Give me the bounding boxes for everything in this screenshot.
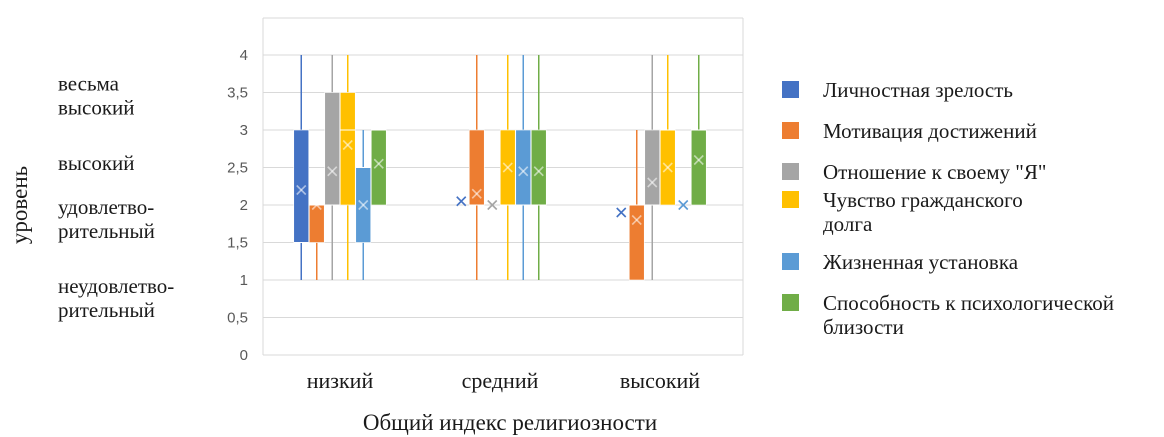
level-label-line: высокий [58,151,135,175]
level-label: удовлетво-рительный [58,195,155,243]
y-tick-label: 2,5 [227,160,248,177]
legend-label: Мотивация достижений [823,119,1037,143]
y-tick-labels: 0 0,5 1 1,5 2 2,5 3 3,5 4 [227,47,248,364]
level-label-line: весьма [58,71,120,95]
legend-item: Личностная зрелость [782,78,1163,102]
legend-swatch [782,294,799,311]
box-body [690,129,707,206]
mean-marker [631,214,642,226]
legend-swatch [782,81,799,98]
level-label-line: высокий [58,95,135,119]
box-1-1 [468,55,485,280]
box-1-0 [308,199,325,280]
level-label: весьма высокий [58,71,135,119]
legend-item: Отношение к своему "Я" [782,160,1163,184]
y-tick-label: 4 [240,47,248,64]
box-4-2 [678,199,689,211]
box-body [644,129,661,206]
legend-label: Чувство гражданского долга [823,188,1023,236]
legend-swatch [782,163,799,180]
level-label-line: неудовлетво- [58,274,174,298]
mean-marker [471,188,482,199]
x-category-label: низкий [307,368,374,393]
mean-marker [327,166,338,177]
level-label-line: рительный [58,298,155,322]
mean-marker [487,199,498,211]
mean-marker [358,199,369,211]
y-tick-label: 1 [240,272,248,289]
box-5-2 [690,55,707,206]
box-5-1 [530,55,547,280]
legend-label: Жизненная установка [823,250,1019,274]
mean-marker [502,162,513,173]
mean-marker [518,166,529,177]
x-axis-title: Общий индекс религиозности [363,410,657,435]
mean-marker [533,166,544,177]
mean-marker [662,162,673,173]
legend-label: Личностная зрелость [823,78,1013,102]
level-label: высокий [58,151,135,175]
legend-item: Жизненная установка [782,250,1163,274]
mean-marker [342,139,353,151]
x-category-labels: низкий средний высокий [307,368,701,393]
box-body [515,129,532,206]
box-4-1 [515,55,532,280]
box-2-1 [487,199,498,211]
box-0-1 [456,196,467,207]
box-3-1 [499,55,516,280]
mean-marker [647,177,658,188]
y-tick-label: 3,5 [227,85,248,102]
y-tick-label: 0,5 [227,310,248,327]
box-3-2 [659,55,676,206]
box-0-0 [293,55,310,280]
legend-swatch [782,122,799,139]
box-2-0 [324,55,341,280]
y-tick-label: 3 [240,122,248,139]
mean-marker [311,199,322,211]
y-tick-label: 2 [240,197,248,214]
x-category-label: средний [462,368,539,393]
legend-label: Отношение к своему "Я" [823,160,1047,184]
y-tick-label: 0 [240,347,248,364]
legend-item: Мотивация достижений [782,119,1163,143]
mean-marker [373,158,384,169]
box-1-2 [628,130,645,281]
box-body [308,204,325,243]
box-body [370,129,387,206]
y-axis-title: уровень [7,166,32,244]
box-2-2 [644,55,661,280]
box-body [339,92,356,206]
mean-marker [456,196,467,207]
legend-label: Способность к психологической близости [823,291,1114,339]
mean-marker [616,207,627,218]
box-body [628,204,645,281]
box-4-0 [355,130,372,280]
y-tick-label: 1,5 [227,235,248,252]
legend-swatch [782,191,799,208]
mean-marker [678,199,689,211]
box-body [293,129,310,243]
legend-swatch [782,253,799,270]
legend-item: Способность к психологической близости [782,291,1163,339]
mean-marker [296,184,307,196]
level-label: неудовлетво-рительный [58,274,174,322]
box-0-2 [616,207,627,218]
level-labels: весьма высокийвысокийудовлетво-рительныйн… [58,71,174,322]
box-body [530,129,547,206]
box-body [324,92,341,206]
legend-item: Чувство гражданского долга [782,188,1043,236]
box-5-0 [370,129,387,206]
plot-area [293,55,707,281]
level-label-line: рительный [58,219,155,243]
box-3-0 [339,55,356,280]
level-label-line: удовлетво- [58,195,154,219]
x-category-label: высокий [620,368,700,393]
mean-marker [693,154,704,166]
